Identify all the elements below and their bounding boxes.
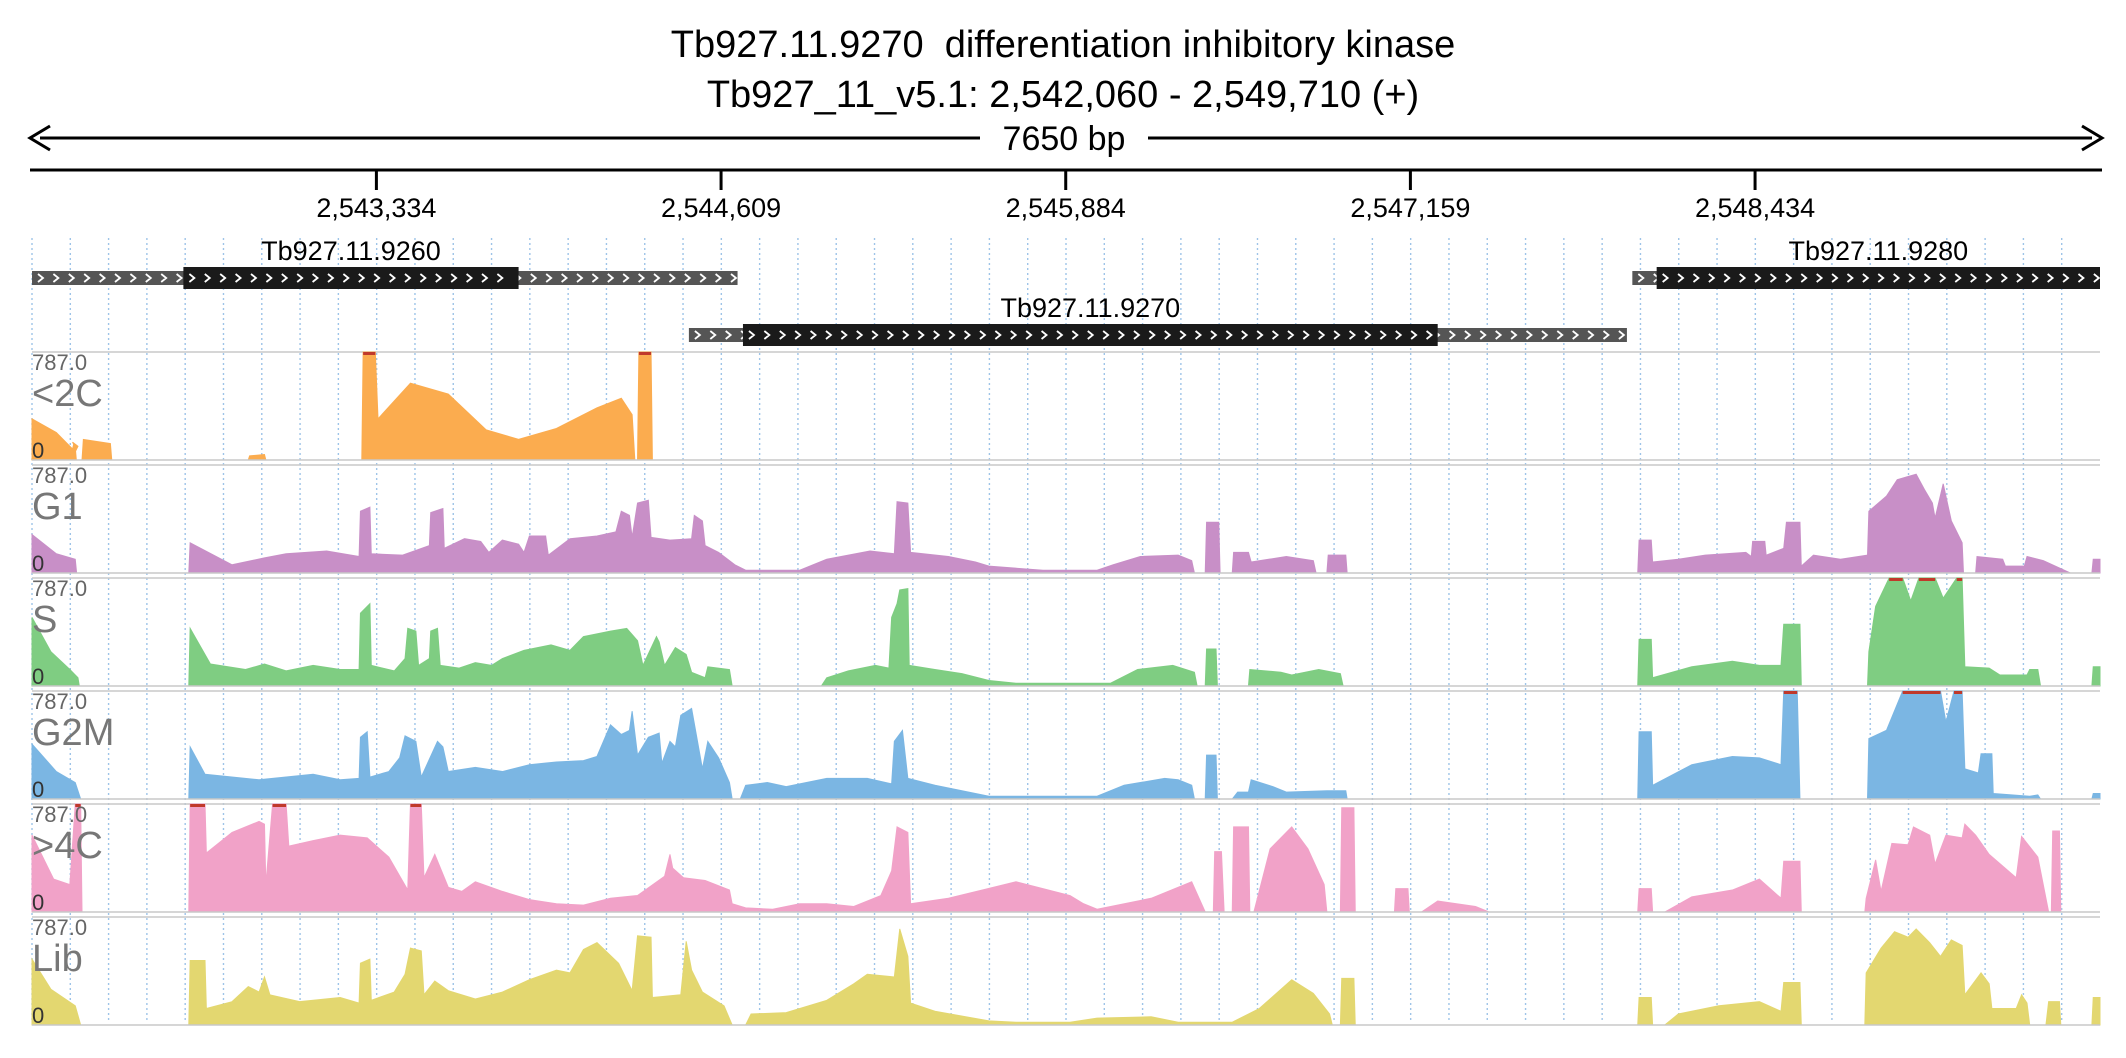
- x-tick-label: 2,547,159: [1350, 193, 1470, 223]
- x-tick-label: 2,545,884: [1006, 193, 1126, 223]
- arrow-left-icon: [27, 124, 51, 152]
- y-max-label: 787.0: [32, 350, 87, 375]
- strand-arrows: [188, 273, 504, 283]
- clip-marker: [1889, 578, 1903, 581]
- clip-marker: [75, 804, 81, 807]
- clip-marker: [272, 804, 287, 807]
- clip-marker: [190, 804, 206, 807]
- coverage-track: 787.0G1 0: [31, 463, 2101, 576]
- gene-cds: [183, 267, 519, 289]
- gene-label: Tb927.11.9280: [1789, 236, 1969, 266]
- clip-marker: [1918, 578, 1936, 581]
- chart-title: Tb927.11.9270 differentiation inhibitory…: [670, 24, 1456, 66]
- y-min-label: 0: [32, 438, 44, 463]
- track-label: G1: [32, 486, 83, 528]
- arrow-right-icon: [2081, 124, 2105, 152]
- y-max-label: 787.0: [32, 689, 87, 714]
- y-max-label: 787.0: [32, 463, 87, 488]
- x-tick-label: 2,544,609: [661, 193, 781, 223]
- clip-marker: [410, 804, 422, 807]
- coordinate-ticks: 2,543,334 2,544,609 2,545,884 2,547,159 2,54…: [316, 170, 1815, 223]
- track-label: G2M: [32, 712, 114, 754]
- clip-marker: [1902, 691, 1941, 694]
- coverage-track: 787.0S 0: [31, 576, 2101, 689]
- track-label: <2C: [32, 373, 103, 415]
- track-label: >4C: [32, 825, 103, 867]
- span-ruler: 7650 bp: [27, 120, 2105, 172]
- clip-marker: [363, 352, 376, 355]
- gene-cds: [1656, 267, 2100, 289]
- coverage-tracks: 787.0<2C0787.0G10787.0S0787.0G2M0787.0>4…: [31, 350, 2101, 1028]
- span-label: 7650 bp: [1003, 120, 1126, 158]
- coverage-area: [31, 928, 2101, 1026]
- gene-label: Tb927.11.9260: [261, 236, 441, 266]
- gene-model[interactable]: Tb927.11.9280: [1632, 236, 2101, 289]
- strand-arrows: [1662, 273, 2101, 283]
- y-min-label: 0: [32, 777, 44, 802]
- coverage-area: [31, 690, 2101, 800]
- chart-title-block: Tb927.11.9270 differentiation inhibitory…: [0, 20, 2126, 120]
- y-max-label: 787.0: [32, 576, 87, 601]
- coverage-area: [31, 473, 2101, 574]
- gene-model[interactable]: Tb927.11.9270: [688, 293, 1627, 346]
- y-min-label: 0: [32, 1003, 44, 1028]
- y-min-label: 0: [32, 890, 44, 915]
- gene-track: Tb927.11.9260 Tb927.11.9270 Tb927.11.9280: [32, 236, 2101, 346]
- gene-label: Tb927.11.9270: [1001, 293, 1181, 323]
- y-min-label: 0: [32, 664, 44, 689]
- y-min-label: 0: [32, 551, 44, 576]
- gene-cds: [742, 324, 1438, 346]
- strand-arrows: [748, 330, 1434, 340]
- x-tick-label: 2,548,434: [1695, 193, 1815, 223]
- track-label: Lib: [32, 938, 83, 980]
- coverage-track: 787.0>4C 0: [31, 802, 2100, 915]
- y-max-label: 787.0: [32, 802, 87, 827]
- y-max-label: 787.0: [32, 915, 87, 940]
- clip-marker: [1783, 691, 1798, 694]
- clip-marker: [1954, 691, 1963, 694]
- clip-marker: [1956, 578, 1963, 581]
- coverage-track: 787.0<2C 0: [31, 350, 2100, 463]
- clip-marker: [638, 352, 652, 355]
- gene-model[interactable]: Tb927.11.9260: [32, 236, 738, 289]
- chart-subtitle: Tb927_11_v5.1: 2,542,060 - 2,549,710 (+): [706, 74, 1420, 116]
- track-label: S: [32, 599, 57, 641]
- x-tick-label: 2,543,334: [316, 193, 436, 223]
